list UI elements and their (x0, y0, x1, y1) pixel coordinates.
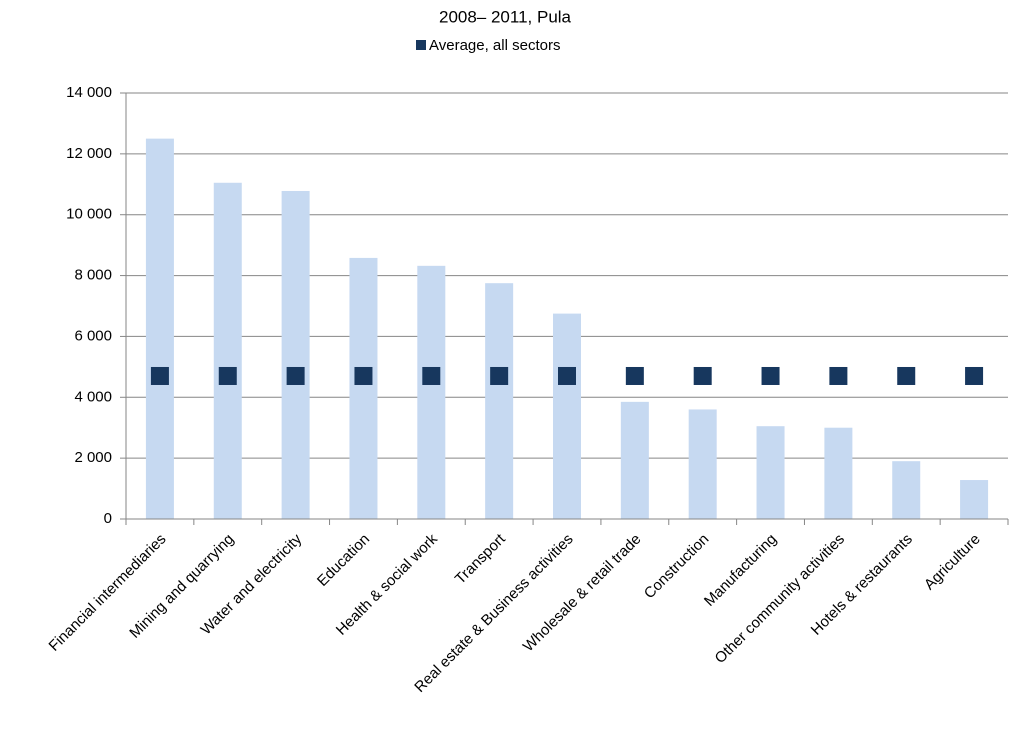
y-tick-label: 14 000 (66, 84, 112, 101)
bar (892, 461, 921, 519)
x-tick-label: Financial intermediaries (46, 531, 170, 655)
bar (960, 480, 989, 519)
legend-swatch (416, 40, 426, 50)
x-tick-label: Transport (452, 530, 510, 588)
bar (281, 190, 310, 520)
bar (213, 182, 242, 519)
average-marker (422, 366, 441, 385)
average-marker (761, 366, 780, 385)
y-tick-label: 4 000 (74, 388, 112, 405)
average-marker (558, 366, 576, 385)
average-marker (218, 366, 237, 385)
chart-title: 2008– 2011, Pula (439, 7, 572, 26)
x-tick-label: Education (314, 531, 373, 590)
x-tick-label: Other community activities (712, 531, 848, 667)
bar (756, 426, 785, 519)
average-marker (490, 366, 509, 385)
average-marker (150, 366, 169, 385)
bar (145, 138, 174, 519)
bar (688, 409, 717, 519)
x-tick-label: Agriculture (921, 531, 984, 594)
average-marker (965, 366, 984, 385)
x-tick-label: Wholesale & retail trade (520, 531, 645, 656)
y-tick-label: 0 (104, 510, 112, 527)
average-marker (354, 366, 373, 385)
average-marker (693, 366, 712, 385)
legend-label: Average, all sectors (429, 37, 560, 54)
average-marker (897, 366, 916, 385)
bar (485, 283, 514, 519)
y-tick-label: 2 000 (74, 449, 112, 466)
bar (553, 313, 581, 519)
bar (349, 257, 378, 519)
y-tick-label: 6 000 (74, 327, 112, 344)
x-tick-label: Construction (641, 531, 713, 603)
y-tick-label: 8 000 (74, 267, 112, 284)
average-marker (829, 366, 848, 385)
bar (417, 265, 446, 519)
y-tick-label: 12 000 (66, 145, 112, 162)
average-marker (286, 366, 305, 385)
bar (620, 401, 649, 519)
bar (824, 427, 853, 519)
average-marker (625, 366, 644, 385)
y-tick-label: 10 000 (66, 206, 112, 223)
